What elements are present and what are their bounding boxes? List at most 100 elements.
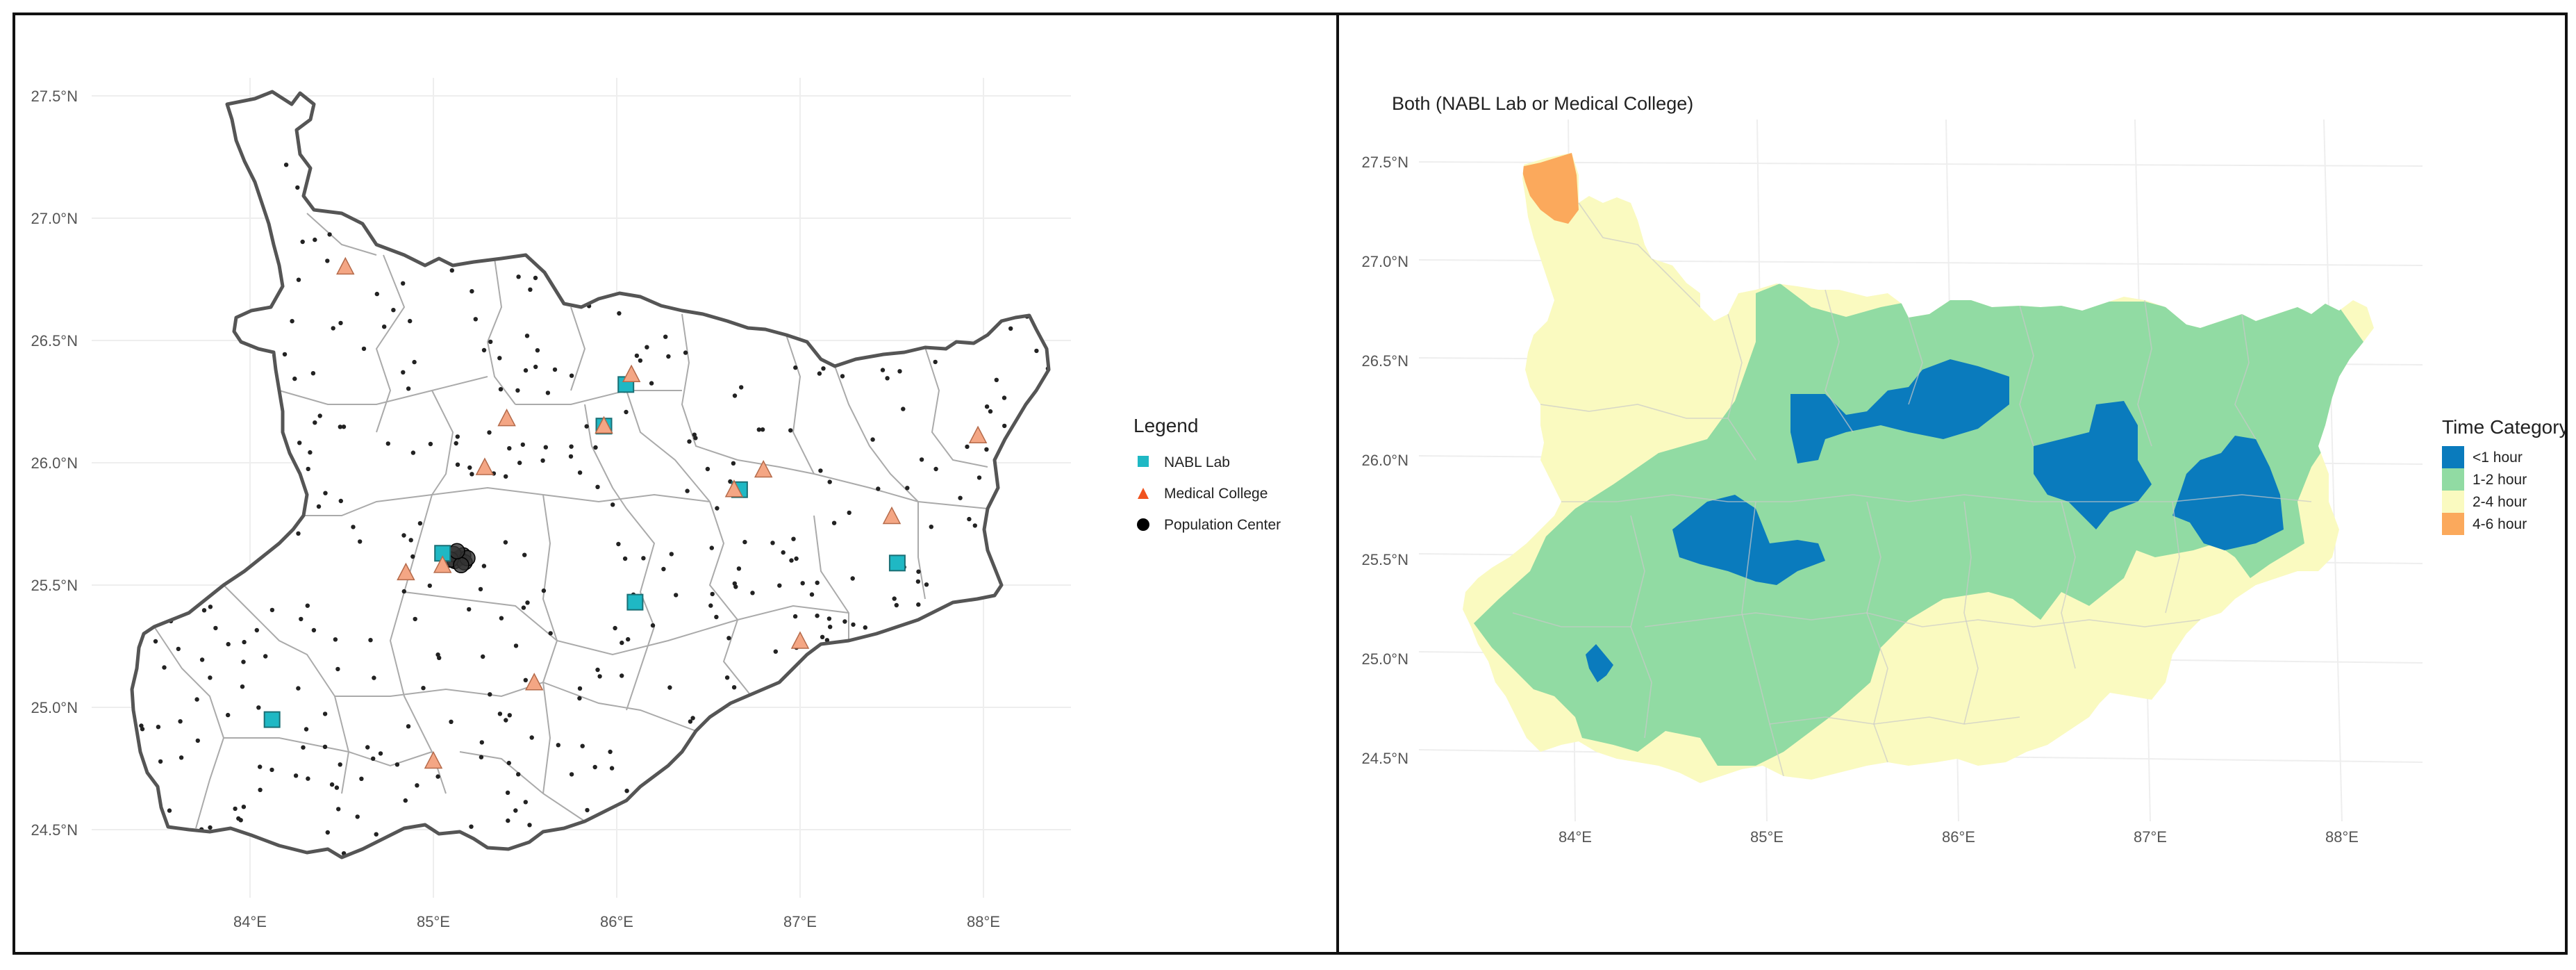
population-center-dot	[365, 745, 370, 750]
population-center-dot	[1015, 838, 1020, 844]
population-center-dot	[325, 258, 330, 263]
population-center-dot	[338, 762, 342, 767]
population-center-dot	[473, 317, 478, 322]
population-center-dot	[146, 147, 151, 151]
population-center-dot	[613, 625, 617, 631]
population-center-dot	[577, 686, 583, 691]
population-center-dot	[305, 603, 310, 608]
population-center-dot	[172, 502, 177, 507]
population-center-dot	[361, 346, 367, 352]
population-center-dot	[336, 807, 341, 812]
population-center-dot	[792, 614, 798, 619]
population-center-dot	[455, 434, 460, 439]
population-center-dot	[327, 232, 332, 237]
population-center-dot	[724, 675, 730, 680]
population-center-dot	[254, 627, 259, 633]
population-center-dot	[705, 466, 711, 472]
population-center-dot	[967, 131, 972, 136]
population-center-dot	[535, 348, 540, 353]
population-center-dot	[222, 187, 227, 192]
population-center-dot	[412, 359, 417, 365]
population-center-dot	[897, 369, 902, 374]
population-center-dot	[148, 406, 153, 412]
population-center-dot	[624, 409, 629, 415]
population-center-dot	[924, 140, 929, 146]
population-center-dot	[541, 588, 547, 593]
population-center-dot	[1008, 326, 1013, 331]
travel-time-map-panel: Both (NABL Lab or Medical College) 27.5°…	[1336, 13, 2568, 955]
population-center-dot	[335, 189, 340, 194]
population-center-dot	[182, 99, 187, 104]
population-center-dot	[450, 258, 455, 263]
population-center-dot	[515, 388, 520, 393]
lat-tick-25-5: 25.5°N	[31, 577, 78, 594]
population-center-dot	[620, 640, 624, 646]
population-center-dot	[469, 824, 474, 829]
population-center-dot	[254, 554, 258, 559]
population-center-dot	[256, 283, 261, 288]
population-center-dot	[754, 286, 758, 290]
population-center-dot	[685, 488, 690, 493]
population-center-dot	[674, 593, 679, 598]
population-center-dot	[422, 211, 426, 216]
population-center-dot	[417, 521, 423, 526]
population-center-dot	[826, 664, 831, 669]
population-center-dot	[1027, 419, 1031, 425]
population-center-dot	[954, 303, 960, 308]
population-center-dot	[183, 430, 188, 436]
population-center-dot	[946, 792, 951, 798]
lat-tick-26-5: 26.5°N	[31, 332, 78, 350]
population-center-dot	[499, 616, 504, 620]
population-center-dot	[419, 115, 424, 121]
population-center-dot	[372, 97, 378, 102]
population-center-dot	[166, 284, 171, 289]
population-center-dot	[494, 229, 499, 234]
population-center-dot	[153, 639, 158, 644]
population-center-dot	[178, 366, 183, 371]
population-center-dot	[773, 649, 779, 654]
population-center-dot	[905, 486, 910, 491]
population-center-dot	[185, 208, 190, 213]
population-center-dot	[1036, 842, 1041, 848]
population-center-dot	[787, 115, 792, 120]
population-center-dot	[211, 248, 216, 254]
population-center-dot	[929, 525, 934, 529]
lat-tick-24-5: 24.5°N	[31, 821, 78, 839]
population-center-dot	[178, 755, 184, 760]
population-center-dot	[824, 638, 830, 643]
population-center-dot	[661, 566, 666, 572]
population-center-dot	[296, 531, 301, 536]
population-center-dot	[354, 145, 358, 151]
population-center-dot	[714, 614, 719, 620]
population-center-dot	[241, 805, 247, 809]
population-center-dot	[545, 391, 551, 395]
population-center-dot	[220, 302, 225, 308]
population-center-dot	[178, 719, 183, 724]
population-center-dot	[731, 461, 736, 466]
population-center-dot	[523, 368, 529, 373]
population-center-dot	[827, 479, 832, 484]
population-center-dot	[689, 169, 694, 174]
population-center-dot	[815, 312, 821, 317]
population-center-dot	[924, 318, 930, 324]
population-center-dot	[955, 283, 961, 288]
population-center-dot	[928, 783, 933, 788]
population-center-dot	[269, 767, 274, 773]
nabl-lab-legend-square-icon	[1138, 456, 1149, 467]
population-center-dot	[410, 450, 416, 455]
latitude-tick-labels: 27.5°N 27.0°N 26.5°N 26.0°N 25.5°N 25.0°…	[1361, 154, 1409, 767]
population-center-dot	[818, 154, 824, 158]
population-center-dot	[933, 466, 938, 472]
population-center-dot	[311, 627, 317, 633]
population-center-dot	[961, 195, 966, 201]
population-center-dot	[282, 352, 288, 357]
population-center-dot	[695, 818, 700, 823]
population-center-dot	[577, 696, 582, 701]
population-center-dot	[842, 619, 847, 624]
population-center-dot	[904, 233, 909, 238]
population-center-dot	[1005, 799, 1011, 804]
population-center-dot	[1018, 190, 1024, 196]
population-center-dot	[595, 667, 600, 673]
region-4-6-hour-south	[2103, 696, 2131, 714]
medical-college-marker	[497, 409, 516, 427]
